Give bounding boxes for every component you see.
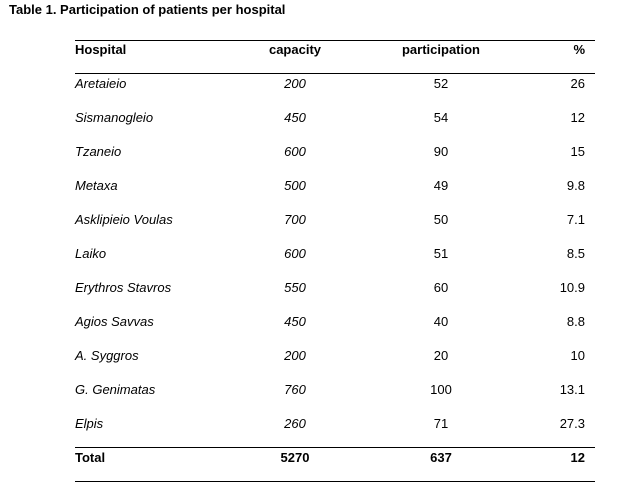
header-participation: participation: [401, 42, 480, 57]
cell-capacity: 450: [284, 110, 306, 125]
cell-hospital: Metaxa: [75, 178, 118, 193]
cell-capacity: 260: [284, 416, 306, 431]
table-caption: Table 1. Participation of patients per h…: [9, 2, 286, 17]
cell-percent: 8.8: [566, 314, 585, 329]
cell-participation: 52: [433, 76, 449, 91]
total-label: Total: [75, 450, 106, 465]
cell-hospital: Sismanogleio: [75, 110, 154, 125]
header-percent: %: [573, 42, 585, 57]
cell-participation: 50: [433, 212, 449, 227]
cell-capacity: 700: [284, 212, 306, 227]
cell-percent: 7.1: [566, 212, 585, 227]
table-row: Erythros Stavros 550 60 10.9: [75, 278, 595, 298]
cell-percent: 15: [570, 144, 585, 159]
cell-percent: 12: [570, 110, 585, 125]
cell-participation: 20: [433, 348, 449, 363]
header-hospital: Hospital: [75, 42, 127, 57]
table-row: Asklipieio Voulas 700 50 7.1: [75, 210, 595, 230]
table-row: Metaxa 500 49 9.8: [75, 176, 595, 196]
total-row: Total 5270 637 12: [75, 448, 595, 468]
table-bottom-rule: [75, 481, 595, 482]
cell-percent: 13.1: [559, 382, 585, 397]
cell-percent: 10.9: [559, 280, 585, 295]
cell-capacity: 600: [284, 246, 306, 261]
cell-capacity: 450: [284, 314, 306, 329]
cell-participation: 49: [433, 178, 449, 193]
cell-percent: 9.8: [566, 178, 585, 193]
cell-hospital: Erythros Stavros: [75, 280, 172, 295]
cell-hospital: Tzaneio: [75, 144, 122, 159]
table-row: G. Genimatas 760 100 13.1: [75, 380, 595, 400]
header-bottom-rule: [75, 73, 595, 74]
total-capacity: 5270: [280, 450, 310, 465]
table-row: Sismanogleio 450 54 12: [75, 108, 595, 128]
cell-hospital: A. Syggros: [75, 348, 139, 363]
header-capacity: capacity: [268, 42, 322, 57]
table-row: Laiko 600 51 8.5: [75, 244, 595, 264]
total-top-rule: [75, 447, 595, 448]
cell-capacity: 550: [284, 280, 306, 295]
cell-percent: 26: [570, 76, 585, 91]
cell-capacity: 600: [284, 144, 306, 159]
total-percent: 12: [570, 450, 585, 465]
table-header-row: Hospital capacity participation %: [75, 40, 595, 60]
table-top-rule: [75, 40, 595, 41]
table-row: Elpis 260 71 27.3: [75, 414, 595, 434]
cell-hospital: Aretaieio: [75, 76, 127, 91]
table-row: Aretaieio 200 52 26: [75, 74, 595, 94]
cell-participation: 51: [433, 246, 449, 261]
cell-participation: 54: [433, 110, 449, 125]
cell-participation: 100: [430, 382, 452, 397]
table-row: Agios Savvas 450 40 8.8: [75, 312, 595, 332]
total-participation: 637: [430, 450, 452, 465]
cell-hospital: Asklipieio Voulas: [75, 212, 173, 227]
table-row: A. Syggros 200 20 10: [75, 346, 595, 366]
cell-hospital: Agios Savvas: [75, 314, 154, 329]
cell-percent: 8.5: [566, 246, 585, 261]
cell-capacity: 200: [284, 76, 306, 91]
cell-capacity: 500: [284, 178, 306, 193]
cell-hospital: G. Genimatas: [75, 382, 156, 397]
cell-hospital: Laiko: [75, 246, 107, 261]
table-row: Tzaneio 600 90 15: [75, 142, 595, 162]
cell-percent: 27.3: [559, 416, 585, 431]
cell-participation: 40: [433, 314, 449, 329]
cell-participation: 60: [433, 280, 449, 295]
cell-participation: 71: [433, 416, 449, 431]
cell-capacity: 760: [284, 382, 306, 397]
cell-capacity: 200: [284, 348, 306, 363]
cell-percent: 10: [570, 348, 585, 363]
cell-participation: 90: [433, 144, 449, 159]
cell-hospital: Elpis: [75, 416, 104, 431]
